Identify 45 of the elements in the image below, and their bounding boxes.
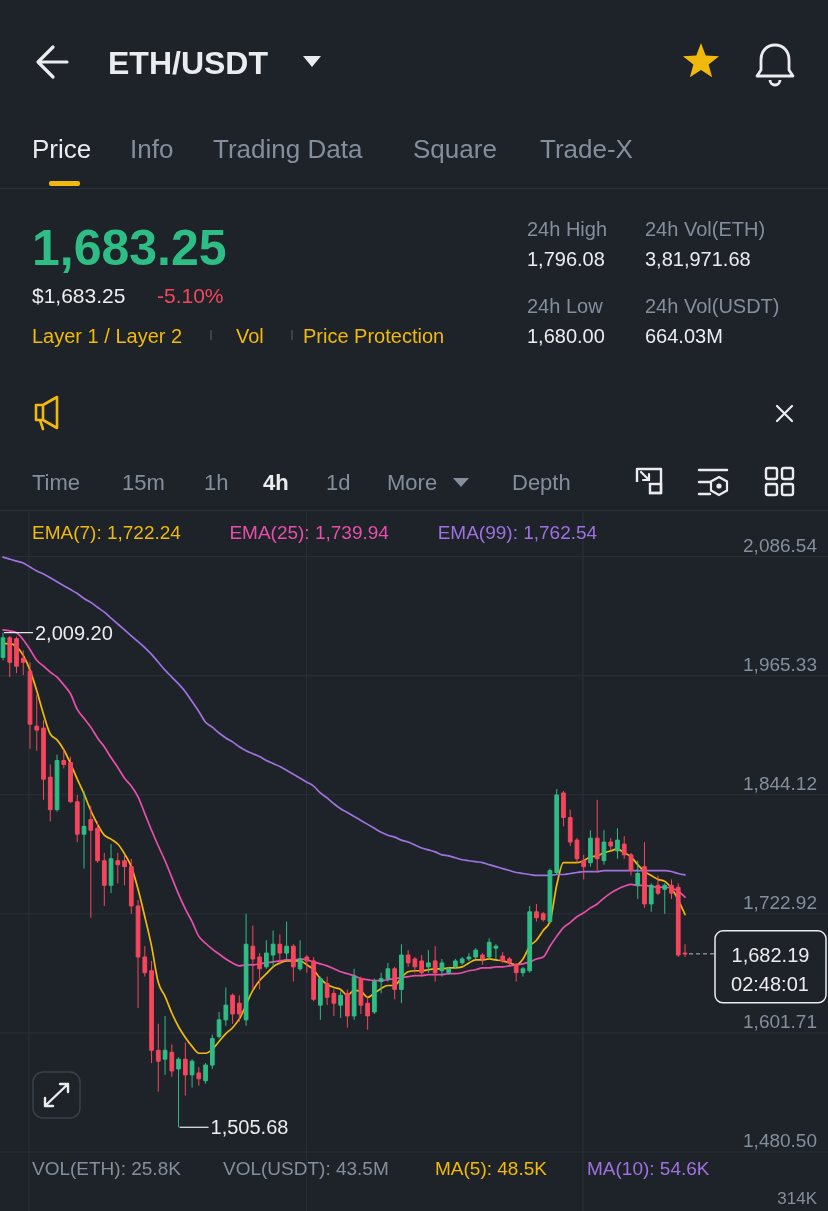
text: 3,81,971.68 bbox=[645, 248, 751, 270]
text: 24h Vol(ETH) bbox=[645, 218, 766, 240]
text: 24h Vol(USDT) bbox=[645, 295, 780, 317]
y-tick-label: 1,480.50 bbox=[743, 1130, 817, 1151]
text: 4h bbox=[263, 470, 289, 495]
text: Price bbox=[32, 134, 92, 164]
text: -5.10% bbox=[157, 284, 224, 307]
text: 1,796.08 bbox=[527, 248, 605, 270]
text: More bbox=[387, 470, 438, 495]
text: 15m bbox=[122, 470, 165, 495]
text: 1h bbox=[204, 470, 229, 495]
text: EMA(25): 1,739.94 bbox=[229, 522, 390, 543]
text: VOL(USDT): 43.5M bbox=[223, 1158, 389, 1179]
ref-line-label: 1,682.19 bbox=[731, 943, 810, 966]
text: MA(10): 54.6K bbox=[587, 1158, 710, 1179]
text: 1d bbox=[326, 470, 351, 495]
text: VOL(ETH): 25.8K bbox=[32, 1158, 182, 1179]
text: Price Protection bbox=[303, 325, 445, 347]
text: 314K bbox=[777, 1189, 818, 1208]
text: Info bbox=[130, 134, 174, 164]
y-tick-label: 2,086.54 bbox=[743, 534, 818, 556]
text: 24h High bbox=[527, 218, 608, 240]
y-tick-label: 1,601.71 bbox=[743, 1010, 817, 1032]
text: Square bbox=[413, 134, 497, 164]
chart-title: ETH/USDT bbox=[108, 45, 269, 81]
text: 1,683.25 bbox=[32, 220, 227, 276]
y-tick-label: 1,844.12 bbox=[743, 772, 817, 794]
text: EMA(99): 1,762.54 bbox=[437, 522, 598, 543]
y-tick-label: 1,722.92 bbox=[743, 891, 817, 913]
annotation: 2,009.20 bbox=[35, 621, 113, 644]
text: Time bbox=[32, 470, 81, 495]
text: Depth bbox=[512, 470, 571, 495]
text: EMA(7): 1,722.24 bbox=[32, 522, 182, 543]
text: 664.03M bbox=[645, 325, 723, 347]
text: Vol bbox=[236, 325, 264, 347]
text: 24h Low bbox=[527, 295, 604, 317]
text: Trade-X bbox=[540, 134, 633, 164]
y-tick-label: 1,965.33 bbox=[743, 653, 817, 675]
text: Layer 1 / Layer 2 bbox=[32, 325, 183, 347]
annotation: 1,505.68 bbox=[210, 1116, 289, 1139]
text: MA(5): 48.5K bbox=[435, 1158, 548, 1179]
text: 02:48:01 bbox=[731, 972, 809, 995]
text: $1,683.25 bbox=[32, 284, 126, 307]
text: 1,680.00 bbox=[527, 325, 605, 347]
text: Trading Data bbox=[213, 134, 363, 164]
